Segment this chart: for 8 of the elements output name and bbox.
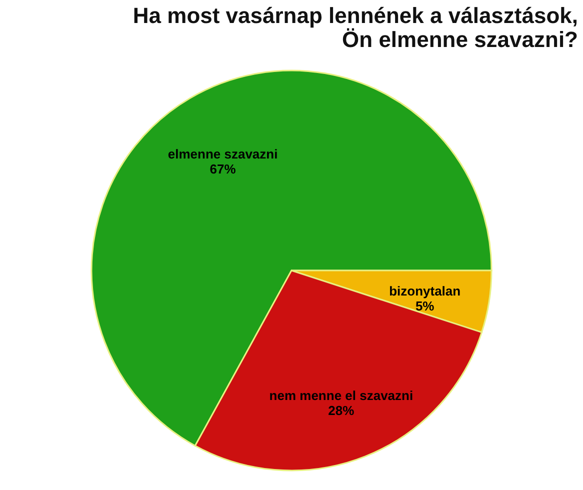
data-label: 5% xyxy=(415,298,435,314)
text: Ha most vasárnap lennének a választások, xyxy=(132,3,578,28)
data-label: 67% xyxy=(210,161,236,176)
slice-label: bizonytalan xyxy=(389,284,461,299)
slice-label: elmenne szavazni xyxy=(168,146,278,162)
text: Ön elmenne szavazni? xyxy=(342,27,578,52)
data-label: 28% xyxy=(328,403,355,418)
slice-label: nem menne el szavazni xyxy=(269,388,414,404)
